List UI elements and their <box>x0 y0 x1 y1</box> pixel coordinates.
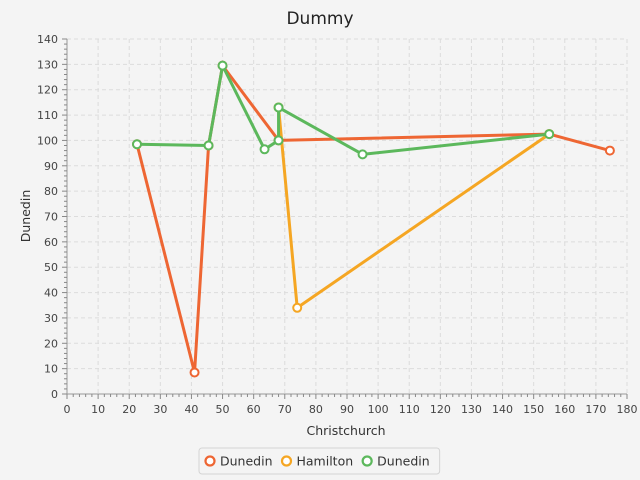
x-tick-label: 110 <box>399 403 420 416</box>
y-tick-label: 80 <box>44 185 58 198</box>
legend-label: Dunedin <box>377 454 430 469</box>
data-point <box>273 135 284 146</box>
x-tick-label: 30 <box>153 403 167 416</box>
y-tick-label: 120 <box>37 84 58 97</box>
legend-marker <box>204 455 216 467</box>
x-tick-label: 80 <box>309 403 323 416</box>
x-tick-label: 70 <box>278 403 292 416</box>
legend-label: Dunedin <box>220 454 273 469</box>
data-point <box>259 144 270 155</box>
legend-marker <box>280 455 293 467</box>
x-tick-label: 10 <box>91 403 105 416</box>
axes: 0 10 20 30 40 50 60 70 80 90 100 110 120 130 140 150 160… <box>37 33 638 416</box>
data-point <box>604 145 615 156</box>
data-point <box>217 60 228 71</box>
x-tick-label: 50 <box>216 403 230 416</box>
y-tick-label: 130 <box>37 58 58 71</box>
y-tick-label: 100 <box>37 134 58 147</box>
y-axis-label: Dunedin <box>18 190 33 243</box>
x-tick-label: 40 <box>184 403 198 416</box>
data-point <box>203 140 214 151</box>
data-point <box>292 302 303 313</box>
legend: Dunedin Hamilton Dunedin <box>198 447 441 475</box>
y-tick-label: 20 <box>44 337 58 350</box>
x-tick-label: 130 <box>461 403 482 416</box>
x-tick-label: 140 <box>492 403 513 416</box>
legend-marker <box>361 455 373 467</box>
y-tick-label: 10 <box>44 363 58 376</box>
x-tick-label: 20 <box>122 403 136 416</box>
x-tick-label: 60 <box>247 403 261 416</box>
y-tick-label: 30 <box>44 312 58 325</box>
x-tick-label: 100 <box>368 403 389 416</box>
y-tick-label: 70 <box>44 211 58 224</box>
chart-title: Dummy <box>286 9 353 29</box>
y-tick-label: 50 <box>44 261 58 274</box>
x-tick-label: 180 <box>617 403 638 416</box>
x-tick-label: 150 <box>523 403 544 416</box>
y-tick-label: 90 <box>44 160 58 173</box>
data-point <box>132 139 142 150</box>
data-point <box>357 149 368 160</box>
x-tick-label: 160 <box>554 403 575 416</box>
y-tick-label: 40 <box>44 287 58 300</box>
y-tick-label: 60 <box>44 236 58 249</box>
x-tick-label: 0 <box>64 403 71 416</box>
data-point <box>273 102 284 113</box>
data-point <box>544 129 555 140</box>
legend-box <box>198 447 441 475</box>
y-tick-label: 140 <box>37 33 58 46</box>
data-point <box>189 367 200 378</box>
x-tick-label: 170 <box>585 403 606 416</box>
legend-label: Hamilton <box>297 454 354 469</box>
series-layer <box>132 60 615 378</box>
x-tick-label: 120 <box>430 403 451 416</box>
y-tick-label: 110 <box>37 109 58 122</box>
x-tick-label: 90 <box>340 403 354 416</box>
y-tick-label: 0 <box>51 388 58 401</box>
x-axis-label: Christchurch <box>306 423 385 438</box>
series-line <box>135 64 551 156</box>
series-3-dunedin <box>132 60 555 160</box>
